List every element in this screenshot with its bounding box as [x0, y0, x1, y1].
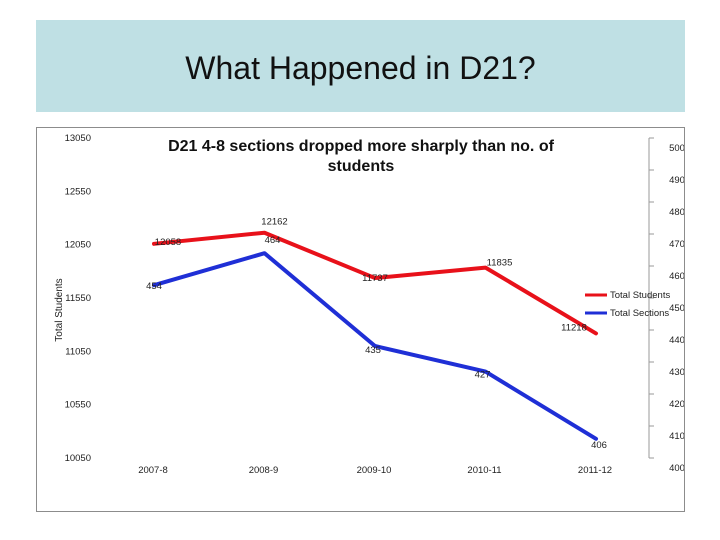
series-layer: 12058 12162 11737 11835 11218 454 464 435 427 406 — [146, 217, 607, 451]
right-tick-label: 500 — [669, 143, 684, 154]
right-tick-label: 490 — [669, 175, 684, 186]
chart-container: D21 4-8 sections dropped more sharply th… — [36, 127, 685, 512]
left-tick-label: 10050 — [65, 453, 91, 464]
series-line-total-sections — [152, 251, 598, 441]
data-label: 464 — [265, 235, 281, 246]
data-label: 435 — [365, 345, 381, 356]
data-label: 11218 — [561, 322, 587, 333]
right-tick-label: 430 — [669, 367, 684, 378]
left-tick-label: 10550 — [65, 400, 91, 411]
right-tick-label: 470 — [669, 239, 684, 250]
x-tick-label: 2007-8 — [138, 465, 168, 476]
left-axis-ticks: 13050 12550 12050 11550 11050 10550 10050 — [65, 133, 91, 464]
x-tick-label: 2009-10 — [357, 465, 392, 476]
left-tick-label: 12050 — [65, 240, 91, 251]
x-tick-label: 2008-9 — [249, 465, 279, 476]
chart-title-line-2: students — [328, 158, 395, 175]
chart-title-line-1: D21 4-8 sections dropped more sharply th… — [168, 138, 555, 155]
data-label: 12162 — [261, 217, 287, 228]
x-tick-label: 2010-11 — [467, 465, 501, 476]
x-tick-label: 2011-12 — [578, 465, 612, 476]
right-tick-label: 410 — [669, 431, 684, 442]
left-tick-label: 13050 — [65, 133, 91, 144]
left-tick-label: 11550 — [65, 293, 91, 304]
right-tick-label: 440 — [669, 335, 684, 346]
series-line-total-students — [152, 230, 598, 336]
data-label: 406 — [591, 440, 607, 451]
right-tick-label: 480 — [669, 207, 684, 218]
right-axis-ticks: 500 490 480 470 460 450 440 430 420 410 400 — [648, 137, 684, 474]
data-label: 12058 — [155, 237, 181, 248]
right-tick-label: 400 — [669, 463, 684, 474]
left-tick-label: 12550 — [65, 186, 91, 197]
data-label: 11737 — [362, 273, 388, 284]
legend-label: Total Students — [610, 290, 670, 301]
legend-label: Total Sections — [610, 308, 669, 319]
data-label: 427 — [475, 370, 491, 381]
y-axis-title: Total Students — [54, 278, 65, 341]
left-tick-label: 11050 — [65, 346, 91, 357]
data-label: 11835 — [487, 258, 513, 269]
legend: Total Students Total Sections — [585, 290, 670, 319]
right-tick-label: 450 — [669, 303, 684, 314]
slide-title: What Happened in D21? — [185, 50, 536, 86]
line-chart: D21 4-8 sections dropped more sharply th… — [54, 133, 684, 476]
right-tick-label: 420 — [669, 399, 684, 410]
right-tick-label: 460 — [669, 271, 684, 282]
title-banner: What Happened in D21? — [36, 20, 685, 112]
data-label: 454 — [146, 281, 162, 292]
x-axis-ticks: 2007-8 2008-9 2009-10 2010-11 2011-12 — [138, 465, 612, 476]
